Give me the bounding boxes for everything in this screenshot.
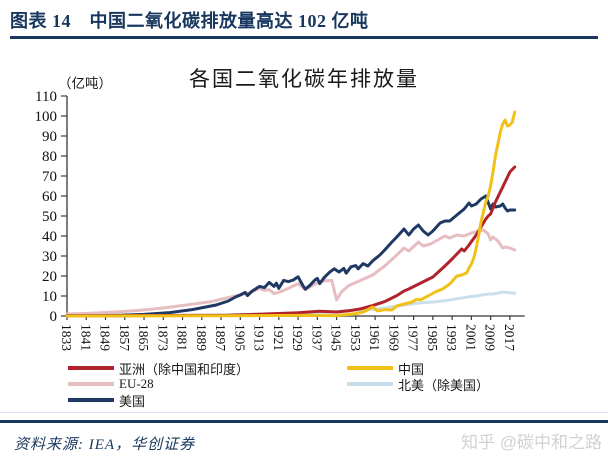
legend-item: EU-28 <box>68 376 347 392</box>
legend-swatch <box>347 382 393 386</box>
legend-label: 北美（除美国） <box>398 377 490 393</box>
x-tick-label: 2009 <box>483 324 498 351</box>
legend-label: 美国 <box>119 393 146 409</box>
x-tick-label: 1985 <box>425 324 440 351</box>
y-tick-label: 20 <box>42 269 57 285</box>
y-tick-label: 90 <box>42 129 57 145</box>
y-tick-label: 50 <box>42 209 57 225</box>
legend-swatch <box>68 398 114 402</box>
y-tick-label: 100 <box>35 109 58 125</box>
legend-swatch <box>347 366 393 370</box>
legend-swatch <box>68 366 114 370</box>
x-tick-label: 2017 <box>502 324 517 351</box>
watermark: 知乎 @碳中和之路 <box>461 433 602 452</box>
legend-item: 北美（除美国） <box>347 375 538 394</box>
x-tick-label: 1881 <box>175 324 190 351</box>
x-tick-label: 2001 <box>463 324 478 351</box>
source-note: 资料来源: IEA，华创证券 <box>14 437 196 453</box>
x-tick-label: 1897 <box>213 324 228 351</box>
footer-divider-light <box>0 412 608 413</box>
x-tick-label: 1889 <box>194 324 209 351</box>
legend-swatch <box>68 382 114 386</box>
y-tick-label: 0 <box>50 309 58 325</box>
footer-divider <box>0 420 608 423</box>
x-tick-label: 1849 <box>98 324 113 351</box>
legend-label: EU-28 <box>119 376 154 391</box>
y-tick-label: 30 <box>42 249 57 265</box>
series-line-2 <box>65 194 517 318</box>
header-divider <box>10 36 598 39</box>
series-line-4 <box>65 110 517 318</box>
x-tick-label: 1905 <box>232 324 247 351</box>
series-line-3 <box>65 165 517 318</box>
x-tick-label: 1841 <box>78 324 93 351</box>
emissions-line-chart: 0 10 20 30 40 50 60 70 80 90 100 110 1833 1841 1849 185… <box>35 89 525 351</box>
x-tick-label: 1833 <box>59 324 74 351</box>
y-tick-label: 10 <box>42 289 57 305</box>
y-tick-label: 40 <box>42 229 57 245</box>
legend-item: 美国 <box>68 391 347 410</box>
y-tick-label: 70 <box>42 169 57 185</box>
y-tick-label: 60 <box>42 189 57 205</box>
x-tick-label: 1913 <box>252 324 267 351</box>
legend-item: 中国 <box>347 359 538 378</box>
legend-item: 亚洲（除中国和印度） <box>68 359 347 378</box>
x-tick-label: 1865 <box>136 324 151 351</box>
x-tick-label: 1921 <box>271 324 286 351</box>
legend-label: 亚洲（除中国和印度） <box>119 361 250 377</box>
x-tick-label: 1945 <box>329 324 344 351</box>
x-tick-label: 1969 <box>386 324 401 351</box>
x-tick-label: 1993 <box>444 324 459 351</box>
chart-title: 各国二氧化碳年排放量 <box>189 67 419 91</box>
x-tick-label: 1961 <box>367 324 382 351</box>
y-axis-unit-label: （亿吨） <box>58 76 112 91</box>
x-tick-label: 1929 <box>290 324 305 351</box>
x-tick-label: 1873 <box>155 324 170 351</box>
y-tick-label: 80 <box>42 149 57 165</box>
chart-legend: 亚洲（除中国和印度） 中国 EU-28 北美（除美国） 美国 <box>68 359 538 410</box>
x-tick-label: 1937 <box>309 324 324 351</box>
y-tick-label: 110 <box>35 89 57 105</box>
figure-caption: 图表 14 中国二氧化碳排放量高达 102 亿吨 <box>10 11 369 31</box>
x-tick-label: 1953 <box>348 324 363 351</box>
legend-label: 中国 <box>398 361 425 377</box>
x-tick-label: 1857 <box>117 324 132 351</box>
x-tick-label: 1977 <box>406 324 421 351</box>
